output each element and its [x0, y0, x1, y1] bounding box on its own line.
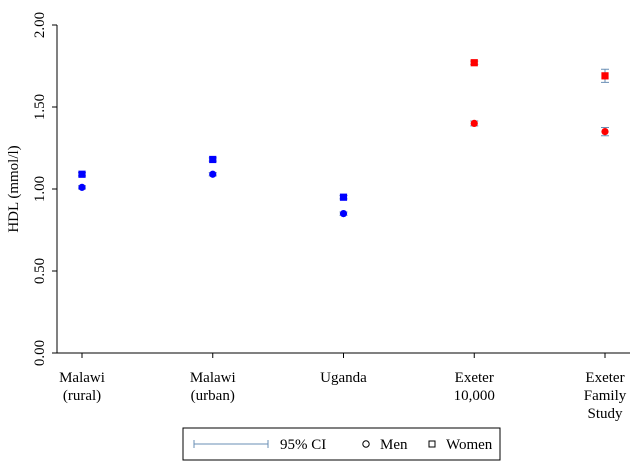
- legend-box: [182, 427, 501, 461]
- x-tick-label: Malawi: [59, 370, 105, 386]
- x-tick-label: Exeter: [455, 370, 494, 386]
- x-tick-label: Uganda: [320, 370, 367, 386]
- x-tick-label: Malawi: [190, 370, 236, 386]
- point-men: [339, 210, 348, 218]
- legend-symbol: [362, 440, 370, 448]
- y-axis-label: HDL (mmol/l): [6, 145, 22, 232]
- legend-symbol: [428, 440, 436, 448]
- x-tick-label: Exeter: [585, 370, 624, 386]
- point-men: [470, 119, 478, 127]
- x-tick-label: Family: [584, 388, 627, 404]
- point-men: [78, 183, 86, 191]
- point-men: [601, 128, 609, 136]
- x-tick-label: Study: [587, 406, 623, 422]
- y-tick-label: 2.00: [32, 12, 48, 38]
- y-tick-label: 1.00: [32, 176, 48, 202]
- y-tick-label: 0.00: [32, 340, 48, 366]
- point-women: [78, 170, 86, 178]
- y-tick-label: 0.50: [32, 258, 48, 284]
- point-men: [209, 170, 217, 178]
- point-women: [470, 59, 478, 67]
- legend-label: Women: [446, 437, 493, 453]
- x-tick-label: (rural): [63, 388, 101, 404]
- point-women: [339, 193, 348, 201]
- y-tick-label: 1.50: [32, 94, 48, 120]
- legend-label: Men: [380, 437, 408, 453]
- point-women: [209, 155, 217, 164]
- x-tick-label: (urban): [191, 388, 235, 404]
- legend-label: 95% CI: [280, 437, 326, 453]
- legend-ci-symbol: [193, 440, 269, 448]
- x-tick-label: 10,000: [454, 388, 495, 404]
- point-women: [601, 72, 609, 80]
